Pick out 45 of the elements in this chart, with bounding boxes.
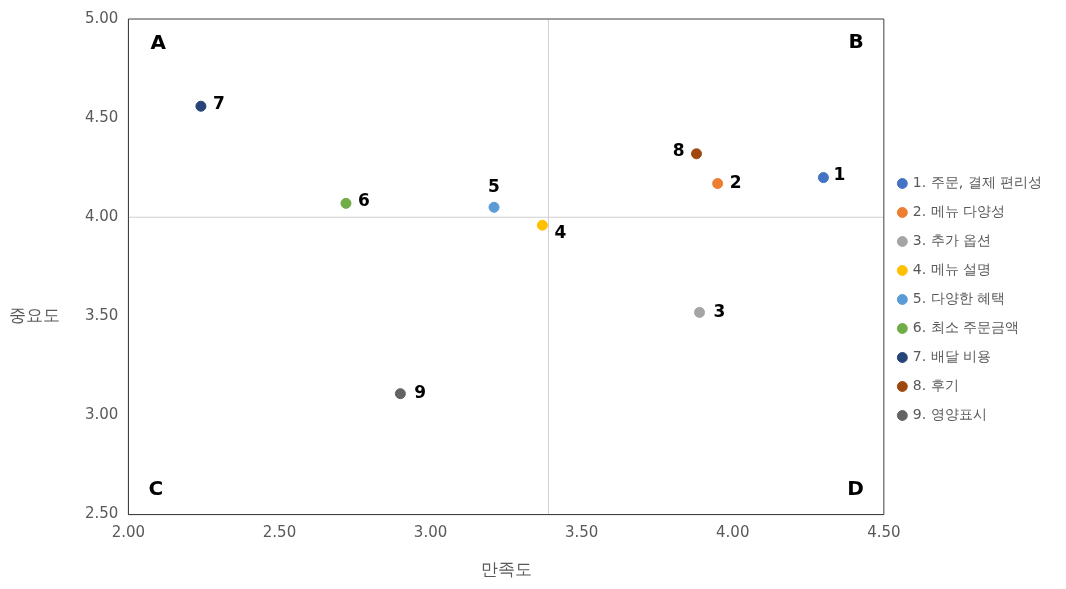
x-tick-label: 2.00: [111, 523, 146, 542]
x-tick-label: 4.00: [716, 523, 750, 542]
annotation: D: [847, 475, 864, 500]
annotation: 6: [357, 189, 370, 210]
point: [690, 148, 702, 160]
legend-label: 6. 최소 주문금액: [912, 319, 1020, 336]
legend-label: 2. 메뉴 다양성: [912, 203, 1006, 220]
point: [817, 172, 829, 184]
x-tick-label: 3.50: [564, 523, 599, 542]
annotation: 1: [833, 164, 846, 185]
legend-label: 9. 영양표시: [912, 406, 987, 423]
x-axis-title: 만족도: [480, 559, 532, 580]
x-tick-label: 2.50: [262, 523, 297, 542]
annotation: 5: [488, 175, 500, 196]
point: [694, 306, 706, 318]
y-tick-label: 3.00: [84, 405, 119, 424]
annotation: 7: [212, 92, 225, 113]
point: [394, 388, 406, 400]
annotation: A: [150, 30, 167, 55]
x-tick-label: 3.00: [413, 523, 448, 542]
point: [488, 201, 500, 213]
annotation: C: [148, 475, 164, 500]
y-axis-title: 중요도: [8, 305, 60, 326]
y-tick-label: 2.50: [84, 504, 119, 523]
point: [340, 197, 352, 209]
annotation: 4: [554, 221, 567, 242]
point: [712, 178, 724, 190]
legend-label: 1. 주문, 결제 편리성: [912, 174, 1043, 191]
legend-label: 8. 후기: [912, 377, 959, 394]
point: [195, 100, 207, 112]
legend-label: 5. 다양한 혜택: [912, 290, 1006, 307]
point: [536, 219, 548, 231]
annotation: B: [848, 29, 864, 54]
legend-label: 7. 배달 비용: [912, 348, 992, 365]
legend-label: 3. 추가 옵션: [912, 232, 992, 249]
legend-label: 4. 메뉴 설명: [912, 261, 992, 278]
annotation: 2: [729, 171, 742, 192]
x-tick-label: 4.50: [867, 523, 901, 542]
annotation: 3: [713, 300, 726, 321]
annotation: 8: [672, 140, 685, 161]
y-tick-label: 5.00: [84, 8, 119, 27]
y-tick-label: 4.00: [84, 207, 119, 226]
y-tick-label: 3.50: [84, 306, 119, 325]
annotation: 9: [414, 382, 427, 403]
y-tick-label: 4.50: [84, 108, 119, 127]
